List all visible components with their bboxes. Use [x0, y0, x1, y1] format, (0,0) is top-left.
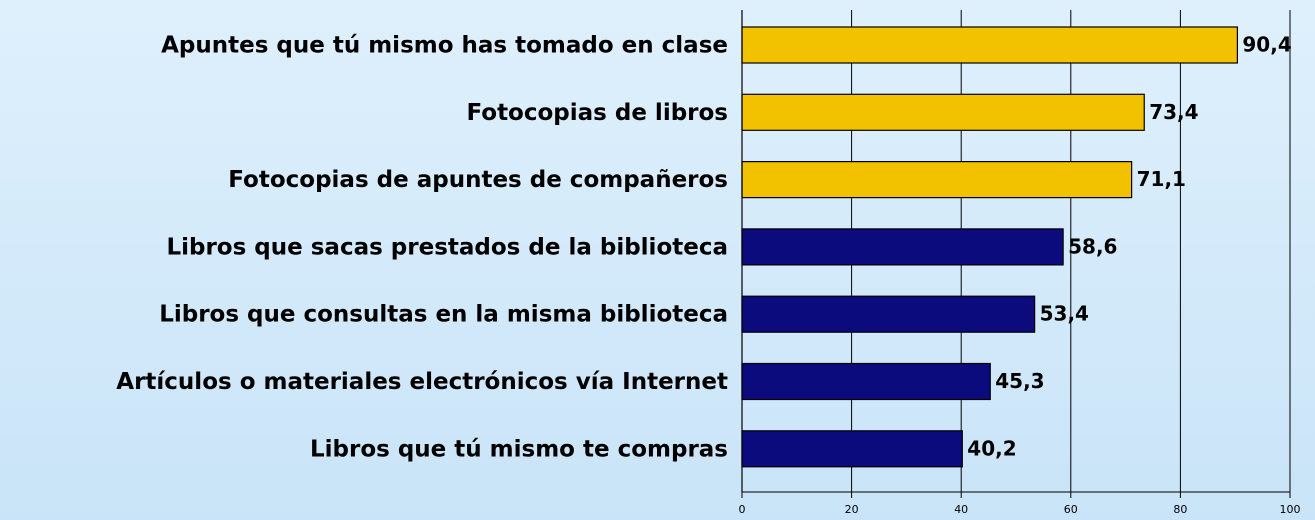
category-label: Fotocopias de apuntes de compañeros — [228, 167, 728, 193]
bar — [741, 362, 991, 401]
value-label: 40,2 — [967, 436, 1016, 460]
x-tick-label: 40 — [954, 503, 968, 516]
x-tick-label: 60 — [1064, 503, 1078, 516]
category-label: Libros que sacas prestados de la bibliot… — [166, 234, 728, 260]
category-label: Apuntes que tú mismo has tomado en clase — [161, 33, 728, 59]
category-label: Libros que tú mismo te compras — [310, 436, 728, 462]
x-tick-label: 80 — [1173, 503, 1187, 516]
value-label: 90,4 — [1242, 33, 1291, 57]
x-tick-label: 0 — [739, 503, 746, 516]
bar — [741, 161, 1133, 199]
category-label: Libros que consultas en la misma bibliot… — [159, 302, 728, 328]
bar — [741, 430, 963, 468]
value-label: 58,6 — [1068, 234, 1117, 258]
bar — [741, 93, 1145, 131]
x-tick-label: 20 — [845, 503, 859, 516]
bar — [741, 26, 1238, 64]
x-tick-label: 100 — [1280, 503, 1301, 516]
bar — [741, 228, 1064, 266]
bar — [741, 295, 1036, 333]
value-label: 71,1 — [1137, 167, 1186, 191]
category-label: Fotocopias de libros — [466, 100, 728, 126]
value-label: 73,4 — [1149, 100, 1198, 124]
value-label: 45,3 — [995, 369, 1044, 393]
value-label: 53,4 — [1040, 302, 1089, 326]
category-label: Artículos o materiales electrónicos vía … — [116, 369, 728, 395]
